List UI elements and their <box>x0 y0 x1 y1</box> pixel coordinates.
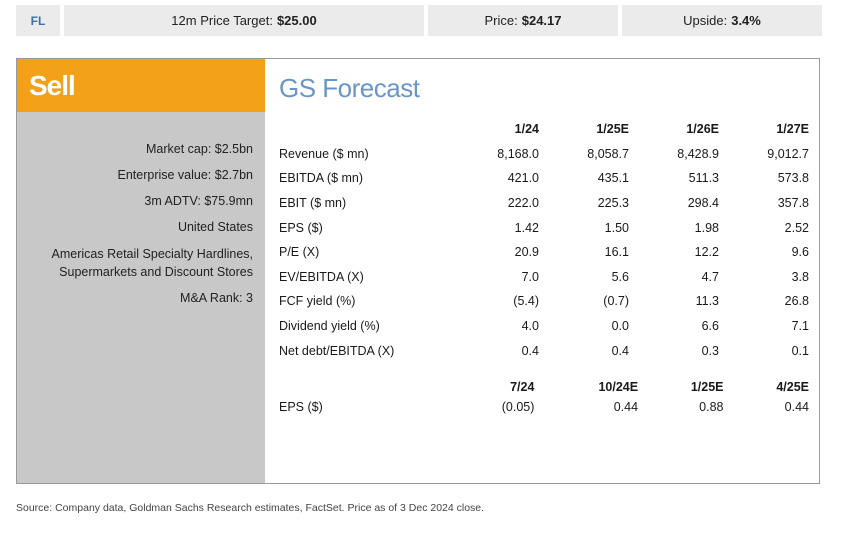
cell-value: 0.1 <box>791 343 809 358</box>
column-header: 1/26E <box>686 122 719 137</box>
metric-industry: Americas Retail Specialty Hardlines, Sup… <box>51 246 253 279</box>
forecast-panel: GS Forecast 1/24 1/25E 1/26E 1/27E Reven… <box>279 59 809 414</box>
quarterly-eps-table: 7/24 10/24E 1/25E 4/25E EPS ($) (0.05) 0… <box>279 375 809 416</box>
row-label: EPS ($) <box>279 399 323 414</box>
cell-value: 2.52 <box>784 220 809 235</box>
cell-value: 298.4 <box>687 196 719 211</box>
price-target-value: $25.00 <box>276 13 317 28</box>
cell-value: 3.8 <box>791 269 809 284</box>
cell-value: (0.7) <box>603 294 629 309</box>
metric-ma-rank: M&A Rank: 3 <box>180 290 253 305</box>
cell-value: 573.8 <box>777 171 809 186</box>
column-header: 1/24 <box>514 122 539 137</box>
table-row: EPS ($) (0.05) 0.44 0.88 0.44 <box>279 400 809 416</box>
cell-value: 1.98 <box>694 220 719 235</box>
company-metrics: Market cap: $2.5bn Enterprise value: $2.… <box>17 112 265 307</box>
cell-value: 0.88 <box>699 399 724 414</box>
cell-value: 4.7 <box>701 269 719 284</box>
cell-value: (5.4) <box>513 294 539 309</box>
row-label: EV/EBITDA (X) <box>279 269 364 284</box>
table-row: EBIT ($ mn) 222.0 225.3 298.4 357.8 <box>279 191 809 216</box>
table-row: P/E (X) 20.9 16.1 12.2 9.6 <box>279 240 809 265</box>
metric-country: United States <box>177 220 253 235</box>
metric-enterprise-value: Enterprise value: $2.7bn <box>117 168 253 183</box>
cell-value: 1.42 <box>514 220 539 235</box>
price-value: $24.17 <box>521 13 562 28</box>
cell-value: 20.9 <box>514 245 539 260</box>
cell-value: 8,168.0 <box>497 146 539 161</box>
row-label: Revenue ($ mn) <box>279 146 369 161</box>
cell-value: 16.1 <box>604 245 629 260</box>
cell-value: 7.1 <box>791 319 809 334</box>
row-label: EPS ($) <box>279 220 323 235</box>
price-summary-bar: FL 12m Price Target: $25.00 Price: $24.1… <box>16 5 822 36</box>
table-row: EBITDA ($ mn) 421.0 435.1 511.3 573.8 <box>279 166 809 191</box>
column-header: 1/25E <box>596 122 629 137</box>
company-summary-panel: Sell Market cap: $2.5bn Enterprise value… <box>17 59 265 483</box>
row-label: Net debt/EBITDA (X) <box>279 343 395 358</box>
cell-value: 0.3 <box>701 343 719 358</box>
table-row: Dividend yield (%) 4.0 0.0 6.6 7.1 <box>279 314 809 339</box>
cell-value: 421.0 <box>507 171 539 186</box>
cell-value: 222.0 <box>507 196 539 211</box>
column-header: 4/25E <box>776 380 809 395</box>
row-label: Dividend yield (%) <box>279 319 380 334</box>
table-row: EV/EBITDA (X) 7.0 5.6 4.7 3.8 <box>279 265 809 290</box>
cell-value: 7.0 <box>521 269 539 284</box>
cell-value: 0.4 <box>611 343 629 358</box>
row-label: EBITDA ($ mn) <box>279 171 364 186</box>
cell-value: 8,428.9 <box>677 146 719 161</box>
price-label: Price: <box>484 13 518 28</box>
rating-badge: Sell <box>17 59 265 112</box>
table-row: FCF yield (%) (5.4) (0.7) 11.3 26.8 <box>279 289 809 314</box>
row-label: EBIT ($ mn) <box>279 196 347 211</box>
table-row: Net debt/EBITDA (X) 0.4 0.4 0.3 0.1 <box>279 338 809 363</box>
cell-value: 435.1 <box>597 171 629 186</box>
ticker-symbol: FL <box>16 5 60 36</box>
upside: Upside: 3.4% <box>622 5 822 36</box>
cell-value: 8,058.7 <box>587 146 629 161</box>
cell-value: 5.6 <box>611 269 629 284</box>
cell-value: 511.3 <box>688 171 719 186</box>
table-header-row: 1/24 1/25E 1/26E 1/27E <box>279 117 809 142</box>
metric-adtv: 3m ADTV: $75.9mn <box>144 194 253 209</box>
cell-value: 0.44 <box>613 399 639 414</box>
current-price: Price: $24.17 <box>428 5 618 36</box>
cell-value: 357.8 <box>777 196 809 211</box>
row-label: FCF yield (%) <box>279 294 356 309</box>
cell-value: 9.6 <box>791 245 809 260</box>
annual-forecast-table: 1/24 1/25E 1/26E 1/27E Revenue ($ mn) 8,… <box>279 117 809 363</box>
cell-value: 0.0 <box>611 319 629 334</box>
upside-value: 3.4% <box>731 13 761 28</box>
column-header: 1/27E <box>776 122 809 137</box>
column-header: 10/24E <box>598 380 639 395</box>
cell-value: 12.2 <box>694 245 719 260</box>
row-label: P/E (X) <box>279 245 320 260</box>
cell-value: 9,012.7 <box>767 146 809 161</box>
cell-value: 4.0 <box>521 319 539 334</box>
cell-value: 6.6 <box>701 319 719 334</box>
cell-value: (0.05) <box>501 399 535 414</box>
source-note: Source: Company data, Goldman Sachs Rese… <box>16 502 485 514</box>
metric-market-cap: Market cap: $2.5bn <box>145 142 253 156</box>
price-target: 12m Price Target: $25.00 <box>64 5 424 36</box>
column-header: 7/24 <box>510 380 535 395</box>
cell-value: 0.44 <box>784 399 809 414</box>
cell-value: 11.3 <box>695 294 719 309</box>
cell-value: 26.8 <box>784 294 809 309</box>
forecast-title: GS Forecast <box>279 73 420 103</box>
table-header-row: 7/24 10/24E 1/25E 4/25E <box>279 375 809 400</box>
cell-value: 0.4 <box>521 343 539 358</box>
column-header: 1/25E <box>690 380 724 395</box>
forecast-card: Sell Market cap: $2.5bn Enterprise value… <box>16 58 820 484</box>
cell-value: 225.3 <box>597 196 629 211</box>
upside-label: Upside: <box>683 13 728 28</box>
table-row: Revenue ($ mn) 8,168.0 8,058.7 8,428.9 9… <box>279 142 809 167</box>
table-row: EPS ($) 1.42 1.50 1.98 2.52 <box>279 215 809 240</box>
price-target-label: 12m Price Target: <box>171 13 273 28</box>
cell-value: 1.50 <box>604 220 629 235</box>
